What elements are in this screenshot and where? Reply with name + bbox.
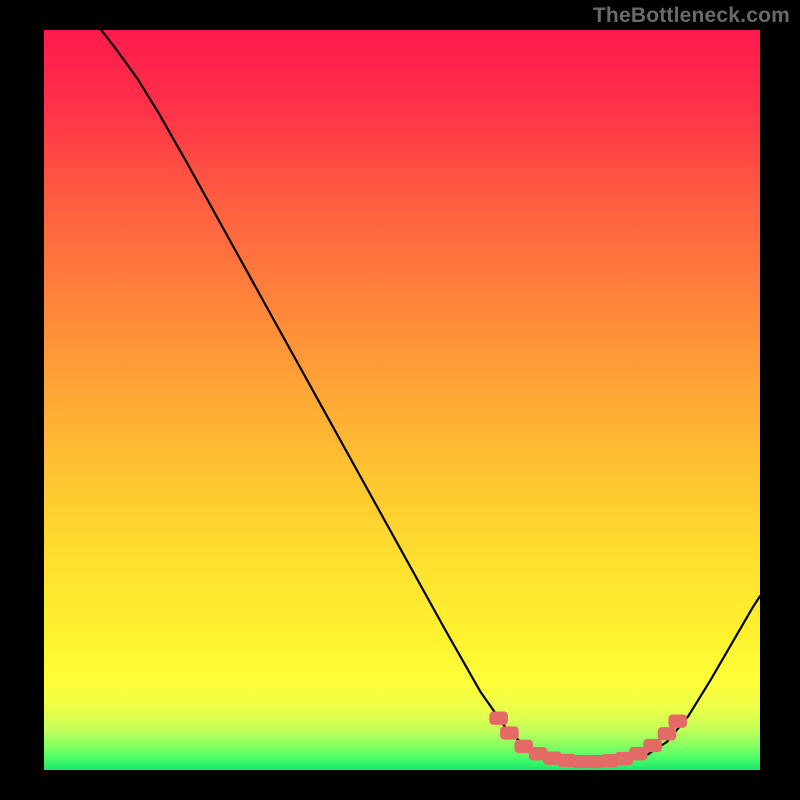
curve-marker (668, 715, 687, 728)
chart-stage: TheBottleneck.com (0, 0, 800, 800)
curve-marker (489, 712, 508, 725)
curve-marker (500, 726, 519, 739)
curve-marker (643, 739, 662, 752)
chart-svg (0, 0, 800, 800)
plot-gradient-background (44, 30, 760, 770)
curve-marker (658, 727, 677, 740)
